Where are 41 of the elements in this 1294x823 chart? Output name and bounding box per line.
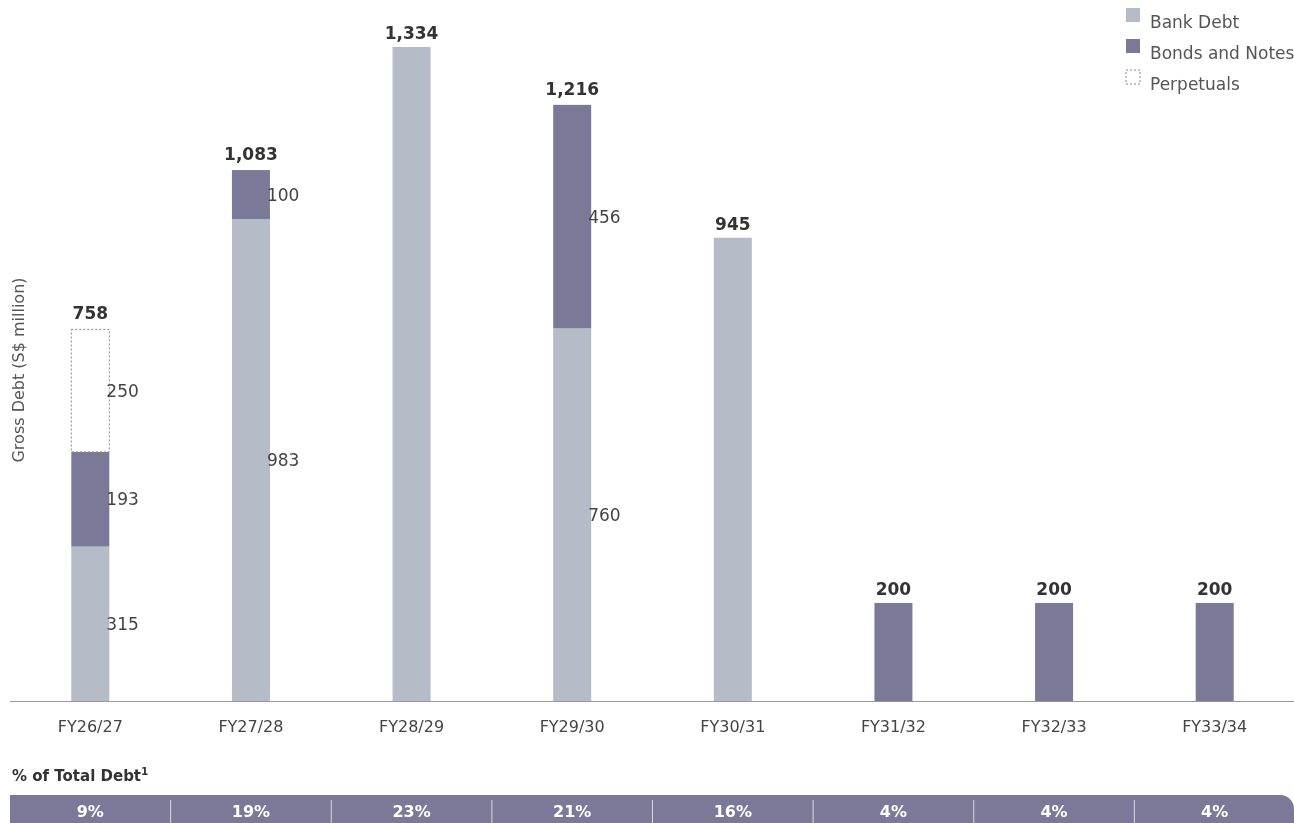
total-label: 1,216 [545,78,600,99]
legend-label: Perpetuals [1150,74,1240,94]
text: 4% [1040,802,1068,821]
bar [713,237,752,701]
bar [231,219,270,701]
text: % of Total Debt$^{1}$ [12,765,149,785]
x-tick-label: FY26/27 [57,717,123,736]
x-tick-label: FY31/32 [860,717,926,736]
data-label: 983 [266,450,300,471]
bar [1195,602,1234,701]
bar [874,602,913,701]
legend-label: Bank Debt [1150,12,1240,32]
data-label: 200 [1036,578,1072,599]
text: 23% [392,802,431,821]
data-label: 1,334 [384,23,439,43]
text: 4% [1201,802,1229,821]
total-label: 1,083 [224,144,278,165]
bar [231,170,270,220]
data-label: 315 [106,613,139,634]
data-label: 200 [1196,578,1233,599]
x-tick-label: FY28/29 [379,717,445,736]
x-tick-label: FY33/34 [1182,717,1248,736]
text: 21% [553,802,592,821]
text: 19% [231,802,271,821]
y-axis-title: Gross Debt (S$ million) [9,277,28,463]
x-tick-label: FY30/31 [700,717,766,736]
legend-label: Bonds and Notes [1150,43,1294,63]
x-tick-label: FY32/33 [1021,717,1087,736]
bar [392,47,431,701]
x-tick-label: FY29/30 [539,717,605,736]
bar [71,451,110,547]
data-label: 945 [715,213,751,234]
text: 9% [76,802,104,821]
total-label: 758 [72,303,109,324]
text: 4% [879,802,908,821]
x-tick-label: FY27/28 [218,717,284,736]
text: 16% [713,802,752,821]
bar [1035,602,1074,701]
data-label: 250 [106,380,139,401]
data-label: 200 [875,578,912,599]
data-label: 760 [588,504,621,525]
